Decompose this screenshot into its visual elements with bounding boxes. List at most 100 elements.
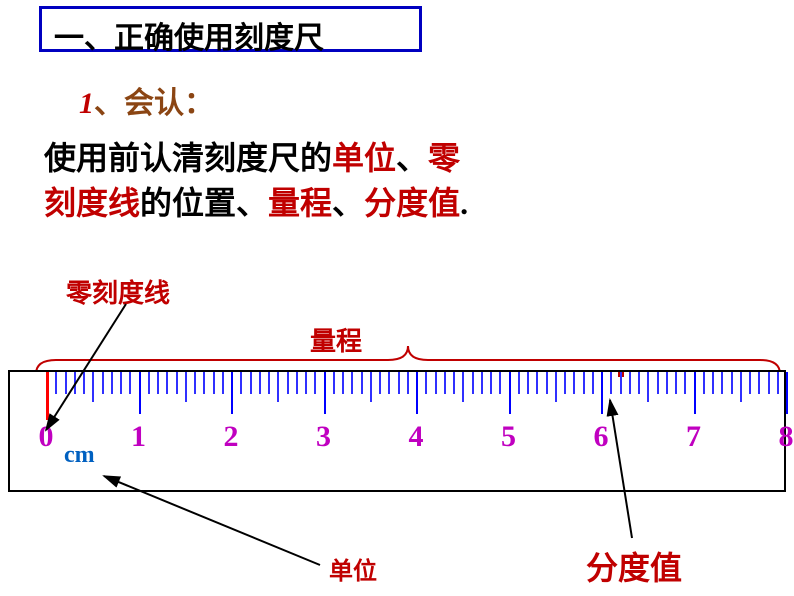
ruler-tick [444, 372, 446, 394]
ruler-tick [527, 372, 529, 394]
ruler-tick [305, 372, 307, 394]
ruler-tick [555, 372, 557, 402]
ruler-tick [55, 372, 57, 394]
ruler-tick [166, 372, 168, 394]
ruler-tick [398, 372, 400, 394]
ruler-tick [675, 372, 677, 394]
sub-rest: 、会认： [94, 87, 214, 120]
ruler-tick [546, 372, 548, 394]
ruler-tick [638, 372, 640, 394]
ruler-tick [536, 372, 538, 394]
ruler-tick [351, 372, 353, 394]
ruler-tick [629, 372, 631, 394]
ruler-tick [712, 372, 714, 394]
body-line-2: 刻度线的位置、量程、分度值. [44, 181, 468, 226]
ruler-tick [620, 372, 622, 394]
ruler-tick [250, 372, 252, 394]
ruler-tick [370, 372, 372, 402]
ruler-tick [176, 372, 178, 394]
title-box: 一、正确使用刻度尺 [39, 6, 422, 52]
ruler-tick [194, 372, 196, 394]
ruler-tick [259, 372, 261, 394]
label-zero-line: 零刻度线 [66, 273, 170, 310]
sub-item-1: 1、会认： [79, 78, 214, 122]
ruler-tick [240, 372, 242, 394]
ruler-tick [379, 372, 381, 394]
ruler-number: 4 [409, 420, 424, 454]
ruler-tick [573, 372, 575, 394]
ruler-tick [453, 372, 455, 394]
ruler-number: 8 [779, 420, 794, 454]
ruler-number: 7 [686, 420, 701, 454]
ruler-tick [472, 372, 474, 394]
ruler-tick [213, 372, 215, 394]
ruler-tick [203, 372, 205, 394]
ruler-number: 3 [316, 420, 331, 454]
ruler-unit-label: cm [64, 442, 95, 469]
ruler-tick [647, 372, 649, 402]
ruler-tick [111, 372, 113, 394]
ruler-tick [46, 372, 49, 420]
ruler-tick [83, 372, 85, 394]
ruler-tick [435, 372, 437, 394]
label-division: 分度值 [586, 543, 682, 589]
ruler-tick [102, 372, 104, 394]
ruler-tick [388, 372, 390, 394]
ruler: cm 012345678 [8, 370, 786, 492]
ruler-tick [120, 372, 122, 394]
ruler-tick [564, 372, 566, 394]
ruler-tick [749, 372, 751, 394]
ruler-tick [601, 372, 603, 414]
ruler-tick [499, 372, 501, 394]
ruler-tick [296, 372, 298, 394]
ruler-tick [361, 372, 363, 394]
ruler-tick [407, 372, 409, 394]
ruler-tick [333, 372, 335, 394]
title-text: 一、正确使用刻度尺 [42, 9, 336, 61]
ruler-tick [139, 372, 141, 414]
ruler-number: 0 [39, 420, 54, 454]
ruler-tick [268, 372, 270, 394]
ruler-tick [684, 372, 686, 394]
ruler-tick [287, 372, 289, 394]
ruler-number: 2 [224, 420, 239, 454]
body-text: 使用前认清刻度尺的单位、零 刻度线的位置、量程、分度值. [44, 136, 468, 226]
ruler-tick [758, 372, 760, 394]
ruler-tick [324, 372, 326, 414]
ruler-tick [129, 372, 131, 394]
ruler-tick [314, 372, 316, 394]
ruler-tick [666, 372, 668, 394]
ruler-tick [92, 372, 94, 402]
ruler-tick [509, 372, 511, 414]
ruler-tick [583, 372, 585, 394]
ruler-tick [462, 372, 464, 402]
ruler-tick [740, 372, 742, 402]
sub-num: 1 [79, 87, 94, 120]
ruler-tick [342, 372, 344, 394]
ruler-number: 1 [131, 420, 146, 454]
label-range: 量程 [310, 321, 362, 358]
ruler-tick [481, 372, 483, 394]
ruler-tick [592, 372, 594, 394]
ruler-tick [768, 372, 770, 394]
ruler-tick [703, 372, 705, 394]
ruler-tick [731, 372, 733, 394]
ruler-tick [231, 372, 233, 414]
ruler-tick [185, 372, 187, 402]
ruler-tick [777, 372, 779, 394]
ruler-tick [657, 372, 659, 394]
ruler-tick [490, 372, 492, 394]
ruler-tick [518, 372, 520, 394]
ruler-tick [786, 372, 788, 414]
ruler-tick [65, 372, 67, 394]
ruler-tick [157, 372, 159, 394]
ruler-tick [694, 372, 696, 414]
ruler-tick [425, 372, 427, 394]
ruler-tick [148, 372, 150, 394]
ruler-tick [222, 372, 224, 394]
label-unit: 单位 [329, 551, 377, 586]
ruler-tick [610, 372, 612, 394]
body-line-1: 使用前认清刻度尺的单位、零 [44, 136, 468, 181]
ruler-tick [416, 372, 418, 414]
ruler-tick [74, 372, 76, 394]
